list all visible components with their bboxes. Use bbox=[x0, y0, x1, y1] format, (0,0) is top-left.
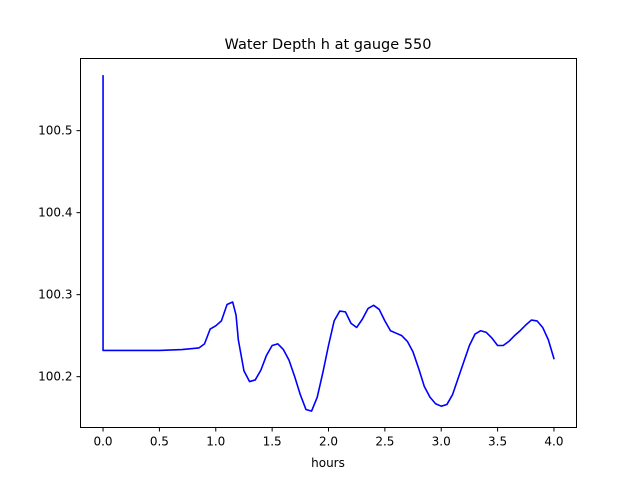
x-axis: 0.0 0.5 1.0 1.5 2.0 2.5 3.0 3.5 4.0 bbox=[93, 427, 564, 449]
x-tick-label: 2.5 bbox=[375, 435, 394, 449]
chart-title: Water Depth h at gauge 550 bbox=[225, 37, 432, 53]
y-tick-label: 100.2 bbox=[38, 370, 72, 384]
x-tick-label: 2.0 bbox=[319, 435, 338, 449]
x-tick-label: 3.5 bbox=[488, 435, 507, 449]
x-axis-label: hours bbox=[311, 456, 345, 470]
x-tick-label: 1.0 bbox=[206, 435, 225, 449]
x-tick-label: 3.0 bbox=[432, 435, 451, 449]
x-tick-label: 4.0 bbox=[544, 435, 563, 449]
plot-frame bbox=[80, 58, 577, 428]
x-tick-label: 0.5 bbox=[150, 435, 169, 449]
y-tick-label: 100.5 bbox=[38, 124, 72, 138]
y-axis: 100.2 100.3 100.4 100.5 bbox=[38, 124, 81, 384]
x-tick-label: 0.0 bbox=[93, 435, 112, 449]
y-tick-label: 100.3 bbox=[38, 288, 72, 302]
plot-area bbox=[102, 74, 555, 412]
series-line bbox=[102, 74, 555, 412]
y-tick-label: 100.4 bbox=[38, 206, 72, 220]
x-tick-label: 1.5 bbox=[263, 435, 282, 449]
